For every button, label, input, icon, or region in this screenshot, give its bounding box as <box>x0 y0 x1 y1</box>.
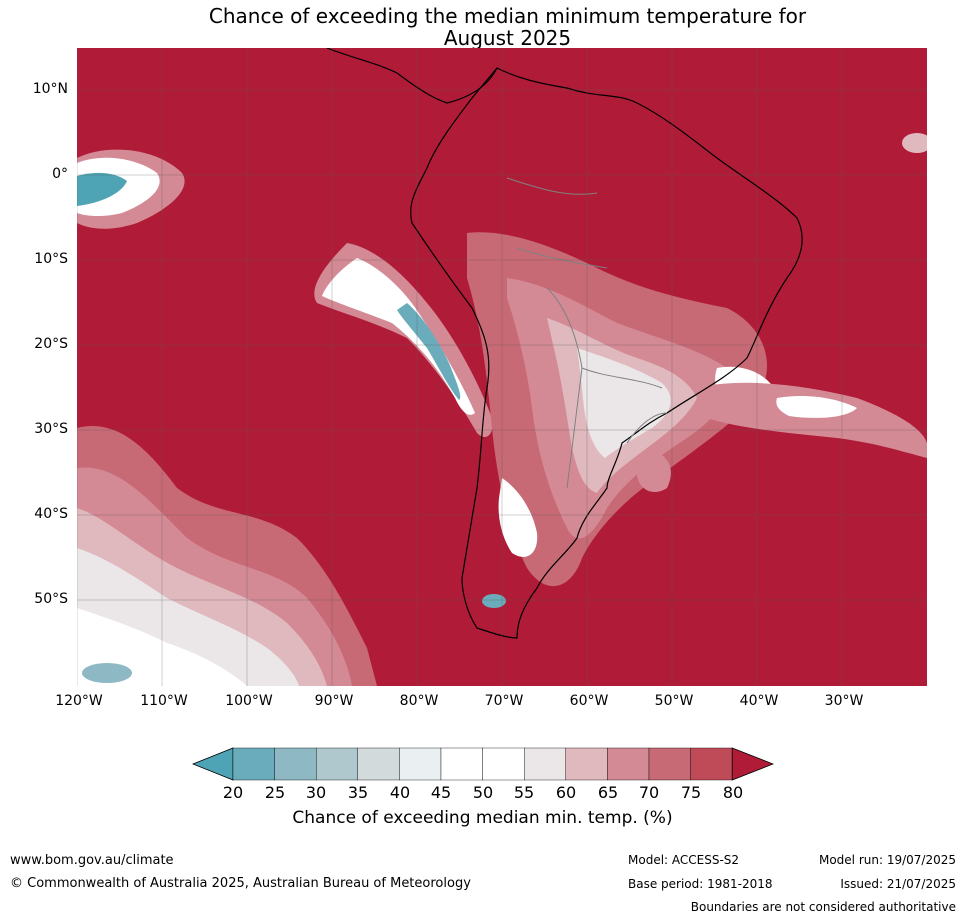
colorbar-cell <box>274 747 317 781</box>
colorbar-cell <box>648 747 691 781</box>
ne-atlantic-patch <box>902 133 927 153</box>
footer-copyright: © Commonwealth of Australia 2025, Austra… <box>10 876 471 891</box>
central-america-coastline <box>326 48 498 104</box>
colorbar-cell <box>482 747 525 781</box>
lat-label-10s: 10°S <box>34 251 68 267</box>
colorbar-cell <box>607 747 650 781</box>
colorbar-tick-60: 60 <box>555 783 577 802</box>
sw-pacific-blue-patch <box>82 663 132 683</box>
atlantic-pale-patch <box>697 382 927 458</box>
footer-disclaimer: Boundaries are not considered authoritat… <box>690 900 956 914</box>
colorbar-tick-55: 55 <box>513 783 535 802</box>
title-line-1: Chance of exceeding the median minimum t… <box>208 4 807 28</box>
colorbar-tick-20: 20 <box>222 783 244 802</box>
lon-label-100w: 100°W <box>225 693 273 709</box>
lon-label-120w: 120°W <box>55 693 103 709</box>
colorbar-tick-40: 40 <box>389 783 411 802</box>
lon-label-30w: 30°W <box>824 693 864 709</box>
footer-issued: Issued: 21/07/2025 <box>840 877 956 891</box>
e-pacific-streak-white <box>322 258 475 415</box>
eq-pacific-blue <box>77 172 127 206</box>
e-pacific-streak-blue <box>397 303 461 400</box>
lon-label-80w: 80°W <box>399 693 439 709</box>
colorbar-tick-30: 30 <box>305 783 327 802</box>
colorbar-cell <box>232 747 275 781</box>
lat-label-20s: 20°S <box>34 336 68 352</box>
lat-label-30s: 30°S <box>34 421 68 437</box>
colorbar-cell <box>357 747 400 781</box>
lon-label-110w: 110°W <box>140 693 188 709</box>
colorbar-cell <box>690 747 733 781</box>
lat-label-40s: 40°S <box>34 506 68 522</box>
probability-map <box>77 48 927 686</box>
footer-base-period: Base period: 1981-2018 <box>628 877 773 891</box>
lat-label-0: 0° <box>52 166 68 182</box>
footer-model: Model: ACCESS-S2 <box>628 853 740 867</box>
colorbar-tick-80: 80 <box>722 783 744 802</box>
sa-tierra-blue <box>482 594 506 608</box>
colorbar-cell <box>565 747 608 781</box>
colorbar-cell <box>399 747 442 781</box>
south-america-coastline <box>410 67 803 639</box>
colorbar-cells <box>192 747 774 781</box>
title-line-2: August 2025 <box>443 26 572 50</box>
footer-url: www.bom.gov.au/climate <box>10 853 174 868</box>
lon-label-50w: 50°W <box>654 693 694 709</box>
colorbar-tick-70: 70 <box>638 783 660 802</box>
lon-label-40w: 40°W <box>739 693 779 709</box>
colorbar-label: Chance of exceeding median min. temp. (%… <box>292 808 673 828</box>
lon-label-90w: 90°W <box>314 693 354 709</box>
colorbar-cell <box>315 747 358 781</box>
colorbar-cell <box>524 747 567 781</box>
s-atlantic-patch <box>637 448 671 493</box>
colorbar-extend-high <box>731 747 774 781</box>
sa-patagonia-white <box>498 478 538 557</box>
colorbar-tick-25: 25 <box>264 783 286 802</box>
colorbar-tick-45: 45 <box>430 783 452 802</box>
colorbar-extend-low <box>192 747 234 781</box>
colorbar-tick-50: 50 <box>472 783 494 802</box>
colorbar-tick-35: 35 <box>347 783 369 802</box>
graticule <box>77 48 927 686</box>
map-title: Chance of exceeding the median minimum t… <box>0 5 965 49</box>
sa-interior-white <box>577 348 671 458</box>
colorbar-tick-65: 65 <box>597 783 619 802</box>
colorbar-cell <box>440 747 483 781</box>
lon-label-60w: 60°W <box>569 693 609 709</box>
footer-model-run: Model run: 19/07/2025 <box>818 853 956 867</box>
colorbar <box>192 747 774 781</box>
lat-label-50s: 50°S <box>34 591 68 607</box>
colorbar-tick-75: 75 <box>680 783 702 802</box>
atlantic-white-patch <box>776 396 857 418</box>
lon-label-70w: 70°W <box>484 693 524 709</box>
lat-label-10n: 10°N <box>32 81 68 97</box>
